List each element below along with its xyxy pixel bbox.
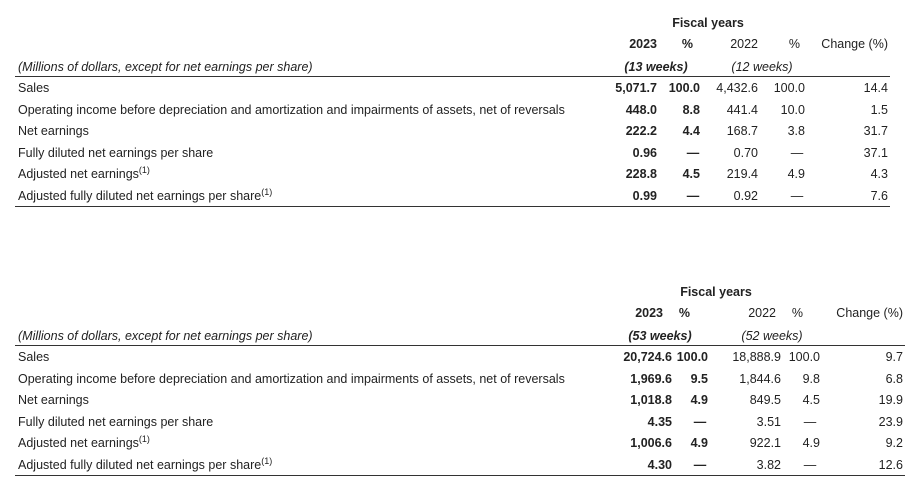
cell: 5,071.7 (615, 81, 657, 95)
cell: 100.0 (788, 350, 820, 364)
cell: — (803, 458, 817, 472)
cell: 0.92 (733, 189, 758, 203)
cell: 9.8 (802, 371, 820, 386)
cell: 4.5 (802, 393, 820, 408)
units-note: (Millions of dollars, except for net ear… (18, 329, 313, 343)
rule (15, 76, 890, 77)
row-label: Adjusted net earnings(1) (18, 165, 150, 182)
cell: 9.2 (885, 436, 903, 451)
cell: 441.4 (726, 102, 758, 117)
footnote-ref: (1) (261, 455, 273, 466)
cell: 3.8 (787, 124, 805, 139)
cell: 4.9 (690, 393, 708, 408)
cell: 4.4 (682, 124, 700, 139)
cell: 228.8 (625, 167, 657, 182)
row-label: Adjusted fully diluted net earnings per … (18, 186, 273, 203)
cell: 23.9 (878, 414, 903, 429)
cell: 1,969.6 (630, 371, 672, 386)
cell: — (693, 414, 707, 429)
cell: 4.9 (787, 167, 805, 182)
cell: 3.51 (756, 414, 781, 429)
row-label: Fully diluted net earnings per share (18, 414, 214, 429)
cell: 0.99 (632, 189, 657, 203)
column-header: 2023 (629, 37, 657, 51)
column-header: % (681, 37, 693, 51)
column-header: Change (%) (821, 37, 888, 51)
row-label: Adjusted fully diluted net earnings per … (18, 455, 273, 472)
cell: 18,888.9 (732, 350, 781, 364)
cell: 37.1 (863, 145, 888, 160)
row-label: Fully diluted net earnings per share (18, 145, 214, 160)
cell: 8.8 (682, 102, 700, 117)
cell: 849.5 (749, 393, 781, 408)
cell: 4.30 (647, 458, 672, 472)
units-note: (Millions of dollars, except for net ear… (18, 60, 313, 74)
column-header: 2022 (748, 306, 776, 320)
cell: 4.3 (870, 167, 888, 182)
footnote-ref: (1) (138, 434, 150, 445)
column-header: Change (%) (836, 306, 903, 320)
cell: 448.0 (625, 102, 657, 117)
cell: — (790, 145, 804, 160)
cell: 10.0 (780, 102, 805, 117)
cell: 7.6 (870, 189, 888, 203)
cell: 6.8 (885, 371, 903, 386)
cell: 922.1 (749, 436, 781, 451)
cell: 100.0 (773, 81, 805, 95)
cell: 4.5 (682, 167, 700, 182)
cell: 4,432.6 (716, 81, 758, 95)
row-label: Sales (18, 81, 50, 95)
cell: 100.0 (668, 81, 700, 95)
column-header: 2023 (635, 306, 663, 320)
cell: 100.0 (676, 350, 708, 364)
cell: 168.7 (726, 124, 758, 139)
cell: 0.96 (632, 145, 657, 160)
cell: 4.9 (802, 436, 820, 451)
cell: — (686, 145, 700, 160)
cell: 31.7 (863, 124, 888, 139)
footnote-ref: (1) (138, 165, 150, 176)
cell: 9.7 (885, 350, 903, 364)
cell: 0.70 (733, 145, 758, 160)
cell: — (693, 458, 707, 472)
cell: 1,018.8 (630, 393, 672, 408)
row-label: Adjusted net earnings(1) (18, 434, 150, 451)
cell: — (803, 414, 817, 429)
cell: 12.6 (878, 458, 903, 472)
cell: 4.35 (647, 414, 672, 429)
cell: 3.82 (756, 458, 781, 472)
cell: 14.4 (863, 81, 888, 95)
cell: 1,006.6 (630, 436, 672, 451)
row-label: Operating income before depreciation and… (18, 102, 565, 117)
table-title: Fiscal years (680, 285, 752, 299)
row-label: Operating income before depreciation and… (18, 371, 565, 386)
row-label: Net earnings (18, 124, 89, 139)
cell: 1,844.6 (739, 371, 781, 386)
column-header: % (788, 37, 800, 51)
cell: 19.9 (878, 393, 903, 408)
cell: 219.4 (726, 167, 758, 182)
cell: — (790, 189, 804, 203)
footnote-ref: (1) (261, 186, 273, 197)
table-title: Fiscal years (672, 16, 744, 30)
period-length: (13 weeks) (624, 60, 688, 74)
rule (15, 206, 890, 207)
cell: 9.5 (690, 371, 708, 386)
row-label: Net earnings (18, 393, 89, 408)
cell: 1.5 (870, 102, 888, 117)
column-header: 2022 (730, 37, 758, 51)
cell: 20,724.6 (623, 350, 672, 364)
period-length: (12 weeks) (731, 60, 793, 74)
period-length: (52 weeks) (741, 329, 803, 343)
cell: 222.2 (625, 124, 657, 139)
rule (15, 345, 905, 346)
column-header: % (791, 306, 803, 320)
rule (15, 475, 905, 476)
column-header: % (678, 306, 690, 320)
period-length: (53 weeks) (628, 329, 692, 343)
cell: — (686, 189, 700, 203)
row-label: Sales (18, 350, 50, 364)
cell: 4.9 (690, 436, 708, 451)
